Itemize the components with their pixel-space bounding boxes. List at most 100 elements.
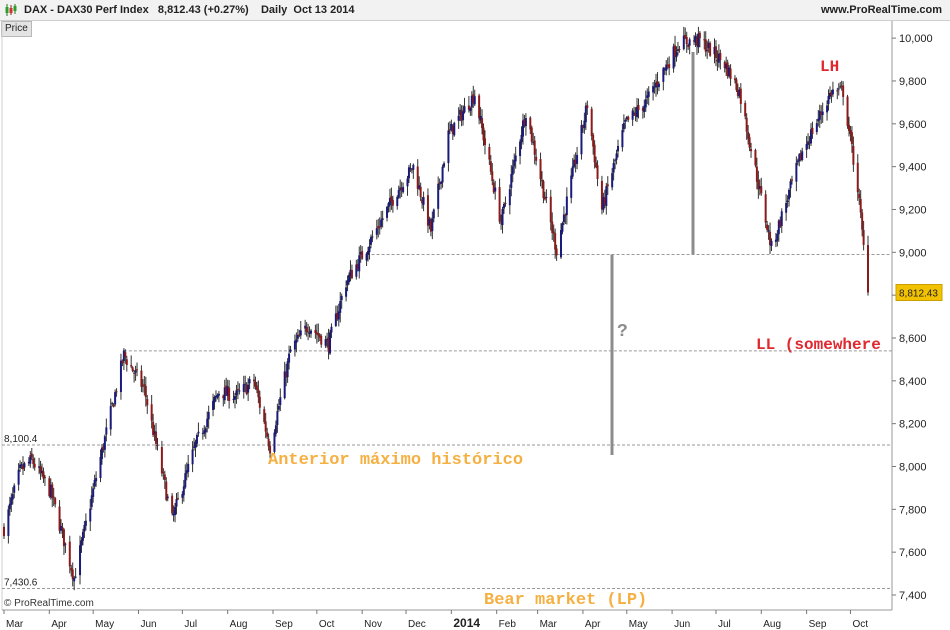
candle-body: [90, 495, 93, 507]
candle-body: [71, 569, 74, 580]
x-tick-label: Feb: [499, 619, 517, 630]
candle-body: [130, 365, 133, 367]
candle-body: [687, 44, 690, 47]
candle-body: [416, 166, 419, 189]
candle-body: [624, 119, 627, 122]
candle-body: [299, 330, 302, 336]
candle-body: [418, 185, 421, 189]
y-tick-label: 7,400: [899, 590, 927, 602]
candle-body: [143, 384, 146, 386]
candle-body: [725, 63, 728, 69]
candle-body: [508, 189, 511, 206]
candle-body: [665, 64, 668, 71]
candle-body: [258, 396, 261, 408]
candle-body: [571, 166, 574, 177]
candle-body: [410, 169, 413, 171]
candle-body: [460, 110, 463, 121]
candle-body: [182, 486, 185, 496]
candle-body: [653, 86, 656, 88]
candle-body: [80, 540, 83, 546]
candle-body: [786, 200, 789, 202]
x-tick-label: Aug: [763, 619, 781, 630]
site-link[interactable]: www.ProRealTime.com: [820, 4, 942, 16]
candle-body: [191, 449, 194, 465]
candle-body: [826, 105, 829, 113]
candle-body: [733, 78, 736, 81]
copyright: © ProRealTime.com: [4, 598, 94, 609]
candle-body: [472, 94, 475, 104]
candle-body: [805, 144, 808, 150]
candle-body: [467, 105, 470, 110]
candle-body: [542, 181, 545, 199]
candle-body: [501, 209, 504, 226]
annotation-previous-ath: Anterior máximo histórico: [268, 451, 523, 470]
candle-body: [666, 64, 669, 67]
candle-body: [469, 107, 472, 111]
candle-body: [412, 164, 415, 170]
candle-body: [84, 520, 87, 526]
candle-body: [339, 301, 342, 313]
candle-body: [611, 173, 614, 188]
candle-body: [719, 53, 722, 60]
candle-body: [391, 199, 394, 206]
candle-body: [273, 432, 276, 452]
candle-body: [204, 428, 207, 433]
candle-body: [593, 144, 596, 163]
candle-body: [703, 39, 706, 41]
copyright-text: ProRealTime.com: [14, 598, 94, 609]
candle-body: [114, 392, 117, 405]
candle-body: [846, 96, 849, 126]
candle-body: [514, 155, 517, 162]
candle-body: [799, 153, 802, 161]
candle-body: [674, 45, 677, 58]
candle-body: [315, 332, 318, 335]
candle-body: [39, 466, 42, 473]
candle-body: [160, 447, 163, 474]
candle-body: [124, 352, 127, 358]
candle-body: [706, 49, 709, 51]
candle-body: [358, 255, 361, 272]
candle-body: [543, 197, 546, 200]
candle-body: [627, 116, 630, 120]
candle-body: [668, 64, 671, 69]
candle-body: [345, 287, 348, 297]
candle-body: [745, 117, 748, 132]
candle-body: [42, 471, 45, 479]
candle-body: [62, 529, 65, 547]
candle-body: [361, 251, 364, 259]
candle-body: [736, 89, 739, 96]
candle-body: [858, 193, 861, 199]
candle-body: [368, 246, 371, 253]
candle-body: [815, 123, 818, 133]
candle-body: [337, 311, 340, 320]
candle-body: [605, 186, 608, 207]
candle-body: [717, 53, 720, 63]
candle-body: [95, 478, 98, 482]
candle-body: [615, 153, 618, 160]
candle-body: [744, 102, 747, 117]
candle-body: [172, 513, 175, 516]
candle-body: [334, 313, 337, 326]
candle-body: [473, 96, 476, 105]
x-tick-label: Apr: [585, 619, 601, 630]
price-panel-tag[interactable]: Price: [1, 21, 32, 37]
candle-body: [494, 187, 497, 192]
candle-body: [498, 187, 501, 222]
candle-body: [152, 421, 155, 436]
candle-body: [195, 434, 198, 444]
candle-body: [612, 163, 615, 173]
candle-body: [247, 384, 250, 393]
candle-body: [359, 251, 362, 255]
candle-body: [10, 497, 13, 505]
y-tick-label: 8,600: [899, 333, 927, 345]
candle-body: [704, 39, 707, 52]
chart-title: DAX - DAX30 Perf Index 8,812.43 (+0.27%)…: [24, 4, 355, 16]
candle-body: [675, 52, 678, 58]
candle-body: [267, 438, 270, 447]
candle-body: [735, 79, 738, 90]
candle-body: [789, 181, 792, 189]
candle-body: [437, 183, 440, 209]
candle-body: [396, 196, 399, 207]
candle-body: [115, 391, 118, 393]
candle-body: [738, 89, 741, 97]
